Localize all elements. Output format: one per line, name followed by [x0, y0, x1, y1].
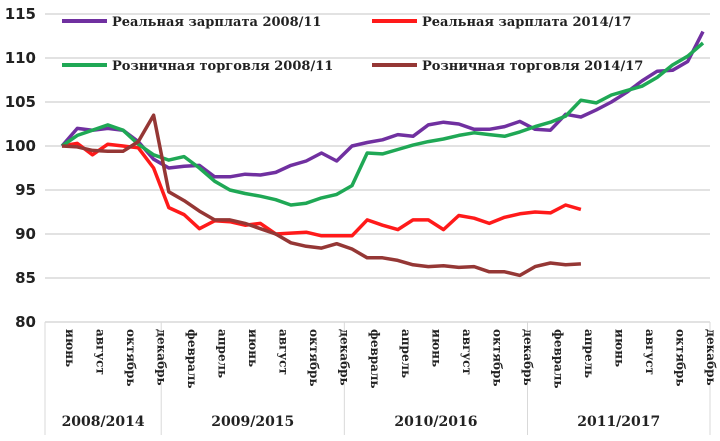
legend-label: Реальная зарплата 2014/17	[422, 15, 631, 30]
y-tick-label: 105	[5, 93, 36, 111]
month-label: апрель	[216, 329, 230, 378]
month-label: июнь	[246, 329, 260, 367]
month-label: октябрь	[673, 329, 687, 387]
month-label: апрель	[582, 329, 596, 378]
series-line-3	[61, 41, 705, 207]
month-label: апрель	[399, 329, 413, 378]
month-label: октябрь	[490, 329, 504, 387]
legend-label: Розничная торговля 2014/17	[422, 59, 643, 74]
year-label: 2010/2016	[394, 414, 477, 430]
month-label: октябрь	[124, 329, 138, 387]
month-label: декабрь	[704, 329, 718, 386]
series-line-2	[61, 141, 582, 238]
y-tick-label: 110	[5, 49, 36, 67]
y-axis: 80 85 90 95 100 105 110 115	[5, 5, 36, 331]
month-label: февраль	[185, 329, 199, 389]
y-tick-label: 80	[15, 313, 36, 331]
month-label: июнь	[612, 329, 626, 367]
year-label: 2009/2015	[211, 414, 294, 430]
legend: Реальная зарплата 2008/11 Реальная зарпла…	[62, 15, 643, 74]
month-label: декабрь	[338, 329, 352, 386]
month-label: август	[643, 329, 657, 375]
year-label: 2011/2017	[577, 414, 660, 430]
y-tick-label: 85	[15, 269, 36, 287]
y-tick-label: 95	[15, 181, 36, 199]
x-axis: 2008/2014 2009/2015 2010/2016 2011/2017 июнь…	[44, 322, 718, 435]
year-label: 2008/2014	[62, 414, 145, 430]
month-label: июнь	[63, 329, 77, 367]
grid	[45, 13, 710, 323]
month-label: август	[94, 329, 108, 375]
legend-label: Розничная торговля 2008/11	[112, 59, 333, 74]
month-label: октябрь	[307, 329, 321, 387]
y-tick-label: 100	[5, 137, 36, 155]
month-label: август	[277, 329, 291, 375]
legend-label: Реальная зарплата 2008/11	[112, 15, 321, 30]
y-tick-label: 90	[15, 225, 36, 243]
month-label: август	[460, 329, 474, 375]
y-tick-label: 115	[5, 5, 36, 23]
series-line-1	[60, 30, 705, 179]
series-lines	[60, 30, 705, 278]
month-label: декабрь	[521, 329, 535, 386]
month-label: декабрь	[155, 329, 169, 386]
month-label: февраль	[551, 329, 565, 389]
month-label: июнь	[429, 329, 443, 367]
month-label: февраль	[368, 329, 382, 389]
series-line-4	[61, 113, 582, 278]
